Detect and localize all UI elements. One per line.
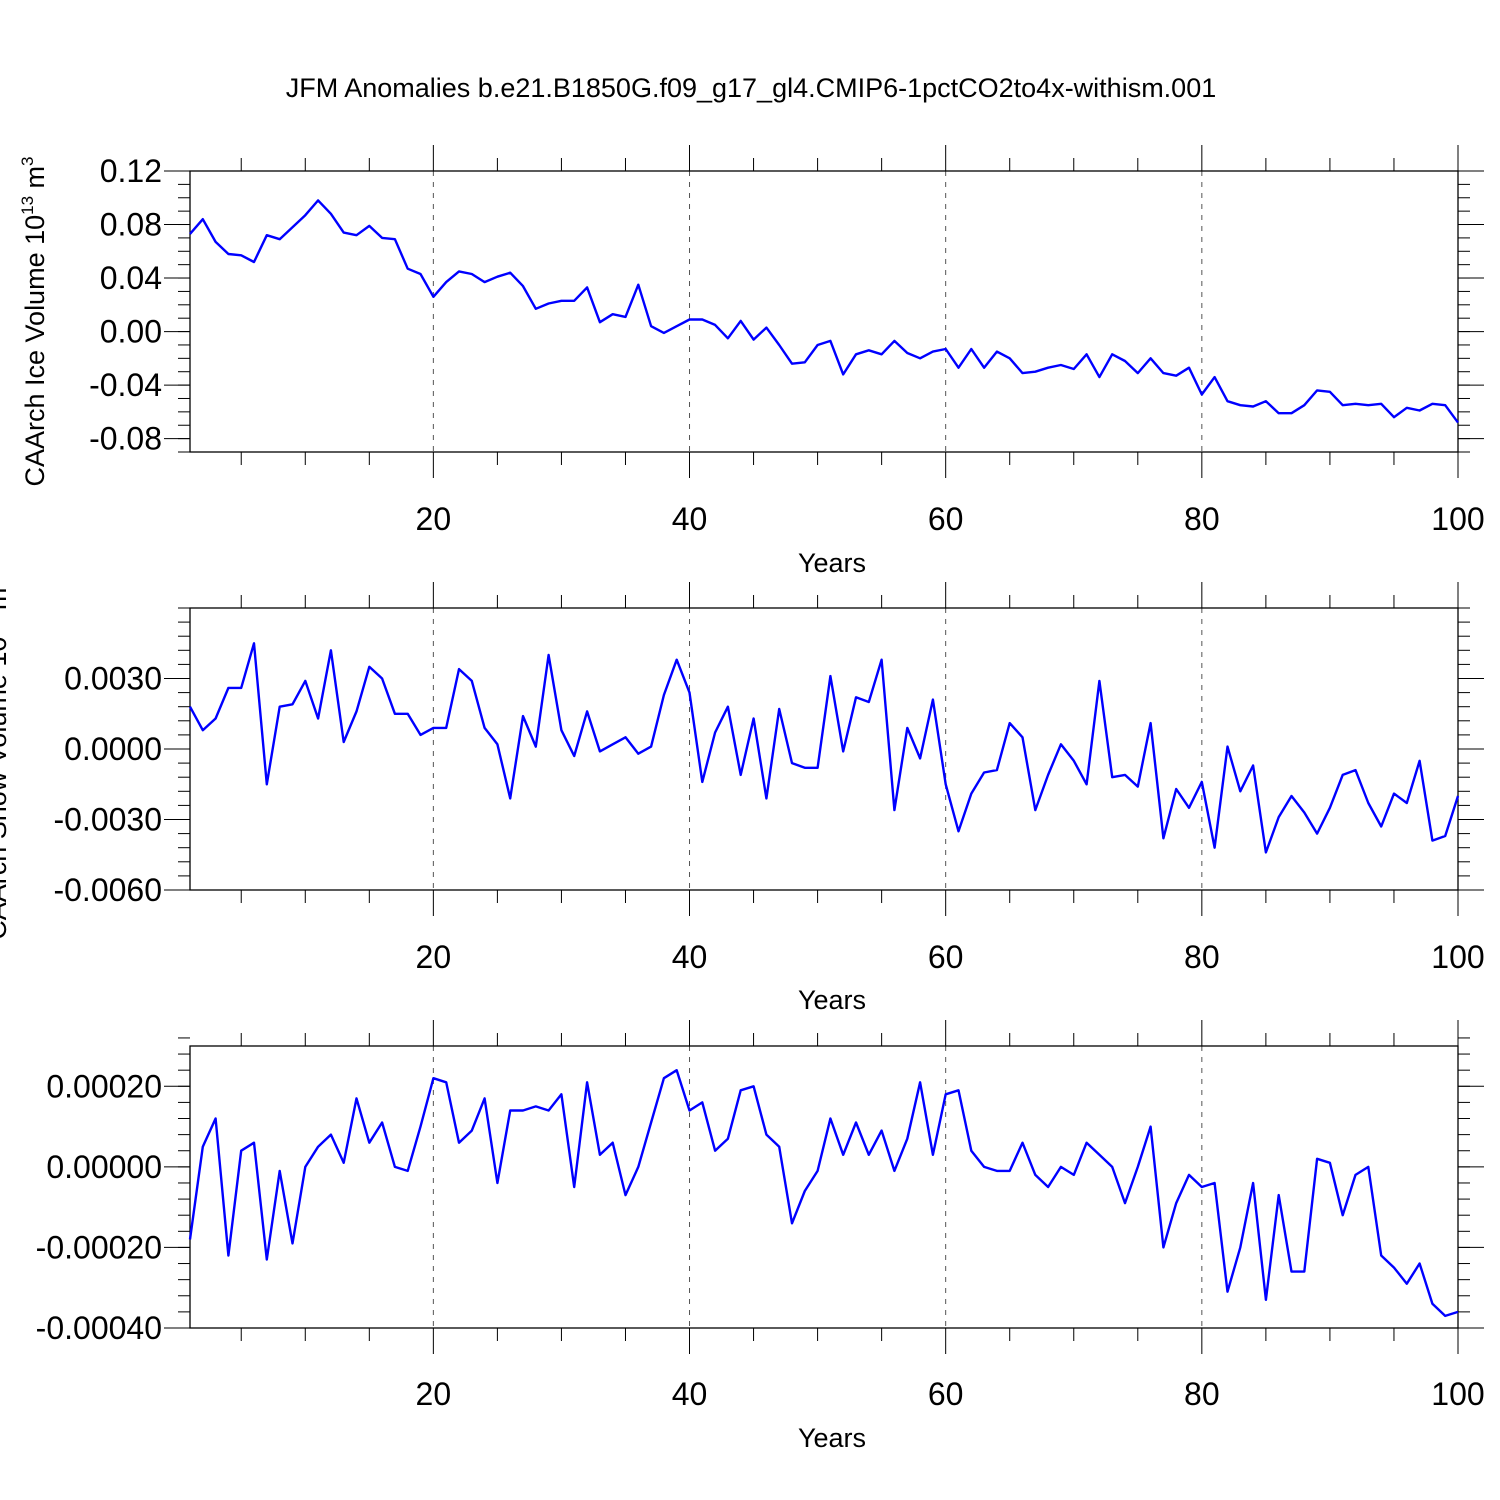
y-tick-label: 0.08 (100, 207, 162, 243)
series-line (188, 1068, 1459, 1318)
x-tick-label: 60 (928, 501, 964, 537)
y-tick-label: -0.00020 (36, 1229, 162, 1265)
y-axis-label-main: CAArch Snow Volume 10 (0, 637, 12, 940)
y-axis-label-unit: m (0, 588, 12, 618)
x-axis-label: Years (798, 1423, 866, 1453)
x-tick-label: 60 (928, 939, 964, 975)
y-axis-label-exponent: 13 (18, 196, 37, 215)
y-tick-label: -0.00040 (36, 1310, 162, 1346)
panel-1: -0.08 -0.04 0.00 0.04 0.08 0.12 20 40 60 80 100 Yea… (18, 145, 1485, 578)
x-tick-label: 80 (1184, 1376, 1220, 1412)
chart-title: JFM Anomalies b.e21.B1850G.f09_g17_gl4.C… (286, 73, 1217, 103)
x-tick-label: 40 (672, 501, 708, 537)
y-axis-label-unit: m (20, 166, 50, 196)
x-tick-label: 100 (1431, 501, 1484, 537)
series-line (189, 199, 1459, 424)
x-tick-label: 80 (1184, 939, 1220, 975)
y-tick-label: -0.0030 (53, 802, 162, 838)
y-axis-label-unit-exponent: 3 (18, 156, 37, 165)
plot-frame (189, 1045, 1459, 1329)
x-tick-label: 40 (672, 1376, 708, 1412)
y-tick-label: -0.08 (89, 421, 162, 457)
x-tick-label: 100 (1431, 1376, 1484, 1412)
x-tick-label: 80 (1184, 501, 1220, 537)
y-tick-label: 0.0030 (64, 661, 162, 697)
y-tick-label: 0.0000 (64, 731, 162, 767)
y-tick-label: 0.00020 (46, 1068, 162, 1104)
x-axis-label: Years (798, 985, 866, 1015)
plot-frame (189, 170, 1459, 453)
y-axis-label: CAArch Ice Volume 1013 m3 (18, 156, 50, 486)
y-tick-label: 0.12 (100, 153, 162, 189)
y-axis-label: CAArch Snow Volume 1013 m3 (0, 578, 12, 940)
x-tick-label: 20 (416, 501, 452, 537)
y-tick-label: -0.04 (89, 367, 162, 403)
y-tick-label: -0.0060 (53, 872, 162, 908)
x-tick-label: 20 (416, 1376, 452, 1412)
panel-2: -0.0060 -0.0030 0.0000 0.0030 20 40 60 80 100 Yea… (0, 578, 1485, 1015)
x-tick-label: 60 (928, 1376, 964, 1412)
y-tick-label: 0.00 (100, 314, 162, 350)
x-tick-label: 20 (416, 939, 452, 975)
panel-3: -0.00040 -0.00020 0.00000 0.00020 20 40 60 80 10… (36, 1020, 1485, 1453)
x-axis-label: Years (798, 548, 866, 578)
x-tick-label: 100 (1431, 939, 1484, 975)
series-line (188, 642, 1460, 854)
y-tick-label: 0.00000 (46, 1149, 162, 1185)
y-axis-label-main: CAArch Ice Volume 10 (20, 215, 50, 487)
y-tick-label: 0.04 (100, 260, 162, 296)
x-tick-label: 40 (672, 939, 708, 975)
